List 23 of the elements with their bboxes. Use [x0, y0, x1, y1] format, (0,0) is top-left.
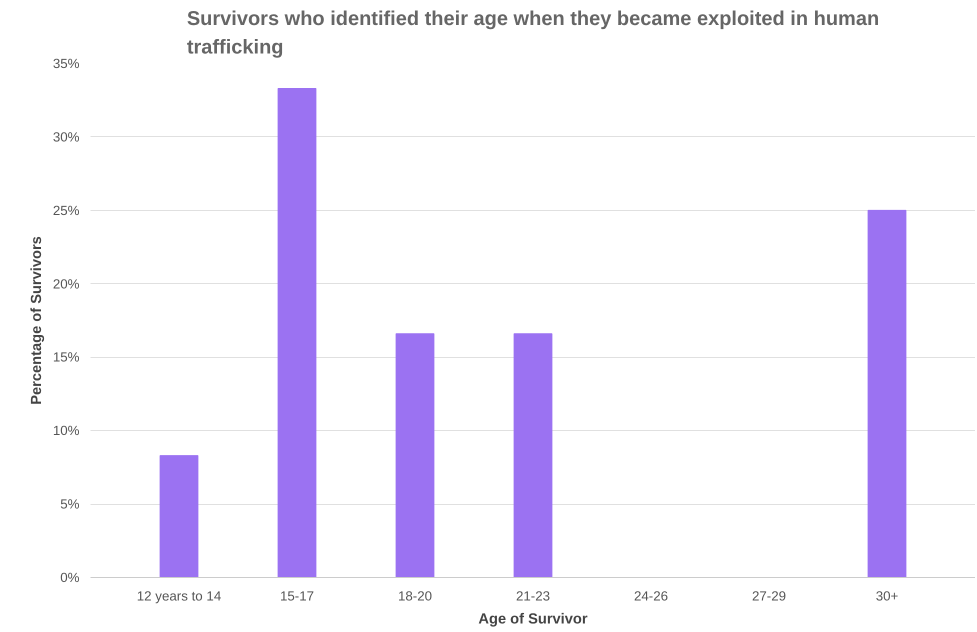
bar — [514, 333, 552, 578]
bar — [278, 88, 316, 578]
y-tick-label: 10% — [52, 423, 80, 438]
bar — [868, 210, 906, 578]
y-tick-label: 30% — [52, 129, 80, 144]
bar — [160, 455, 198, 578]
y-tick-label: 15% — [52, 350, 80, 365]
x-tick-label: 30+ — [876, 588, 899, 604]
x-tick-label: 21-23 — [516, 588, 550, 604]
chart-title: Survivors who identified their age when they became exploited in human trafficking — [186, 8, 880, 58]
y-tick-label: 25% — [52, 202, 80, 218]
y-axis-title: Percentage of Survivors — [28, 236, 45, 405]
y-tick-label: 35% — [52, 56, 80, 71]
x-tick-label: 12 years to 14 — [136, 588, 222, 604]
y-tick-label: 5% — [60, 496, 80, 512]
y-tick-label: 20% — [52, 276, 80, 292]
bar — [396, 333, 434, 578]
y-tick-label: 0% — [60, 570, 80, 585]
x-tick-label: 24-26 — [634, 588, 668, 604]
x-tick-label: 27-29 — [752, 588, 786, 604]
x-axis-title: Age of Survivor — [478, 612, 588, 628]
x-tick-label: 18-20 — [398, 588, 432, 604]
x-tick-label: 15-17 — [280, 588, 314, 604]
